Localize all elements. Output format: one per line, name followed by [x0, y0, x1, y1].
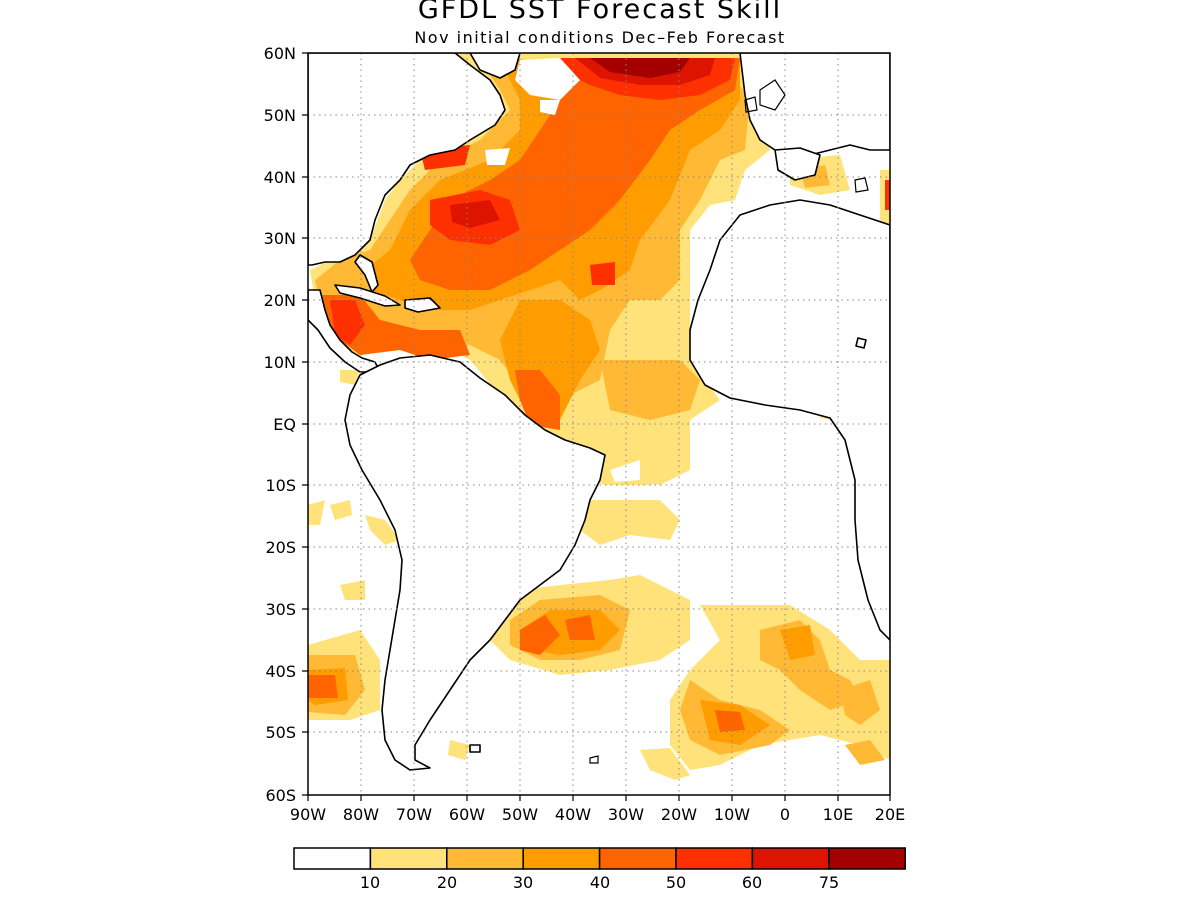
colorbar-swatch	[751, 847, 830, 870]
colorbar-swatch	[675, 847, 754, 870]
colorbar-label: 60	[742, 873, 762, 892]
colorbar-label: 10	[360, 873, 380, 892]
lat-label: 60S	[265, 786, 296, 805]
latitude-labels: 60N 50N 40N 30N 20N 10N EQ 10S 20S 30S 4…	[264, 44, 296, 805]
colorbar-swatch	[369, 847, 448, 870]
lon-label: 70W	[396, 805, 432, 824]
lon-label: 20W	[661, 805, 697, 824]
lat-label: EQ	[273, 415, 296, 434]
lon-label: 80W	[343, 805, 379, 824]
coastlines	[308, 53, 890, 771]
lon-label: 0	[780, 805, 790, 824]
lon-label: 50W	[502, 805, 538, 824]
lon-label: 30W	[608, 805, 644, 824]
colorbar-label: 50	[666, 873, 686, 892]
lon-label: 20E	[875, 805, 905, 824]
lat-label: 50S	[265, 723, 296, 742]
lat-label: 40N	[264, 168, 296, 187]
colorbar-label: 40	[590, 873, 610, 892]
lat-label: 20N	[264, 291, 296, 310]
lat-label: 60N	[264, 44, 296, 63]
lon-label: 10W	[714, 805, 750, 824]
colorbar-label: 75	[819, 873, 839, 892]
colorbar: 10 20 30 40 50 60 75	[293, 847, 906, 892]
lat-label: 30N	[264, 229, 296, 248]
colorbar-swatch	[293, 847, 372, 870]
lat-label: 20S	[265, 538, 296, 557]
lon-label: 90W	[290, 805, 326, 824]
colorbar-label: 20	[437, 873, 457, 892]
colorbar-swatch	[828, 847, 906, 870]
lat-label: 10N	[264, 353, 296, 372]
colorbar-swatch	[446, 847, 524, 870]
lon-label: 60W	[449, 805, 485, 824]
lon-label: 10E	[823, 805, 853, 824]
lat-label: 50N	[264, 106, 296, 125]
map-subtitle: Nov initial conditions Dec–Feb Forecast	[414, 28, 786, 47]
lat-label: 40S	[265, 662, 296, 681]
lat-label: 30S	[265, 600, 296, 619]
longitude-labels: 90W 80W 70W 60W 50W 40W 30W 20W 10W 0 10…	[290, 805, 905, 824]
colorbar-label: 30	[513, 873, 533, 892]
lat-label: 10S	[265, 476, 296, 495]
colorbar-swatch	[522, 847, 601, 870]
lon-label: 40W	[555, 805, 591, 824]
colorbar-swatch	[598, 847, 677, 870]
map-title: GFDL SST Forecast Skill	[417, 0, 783, 25]
